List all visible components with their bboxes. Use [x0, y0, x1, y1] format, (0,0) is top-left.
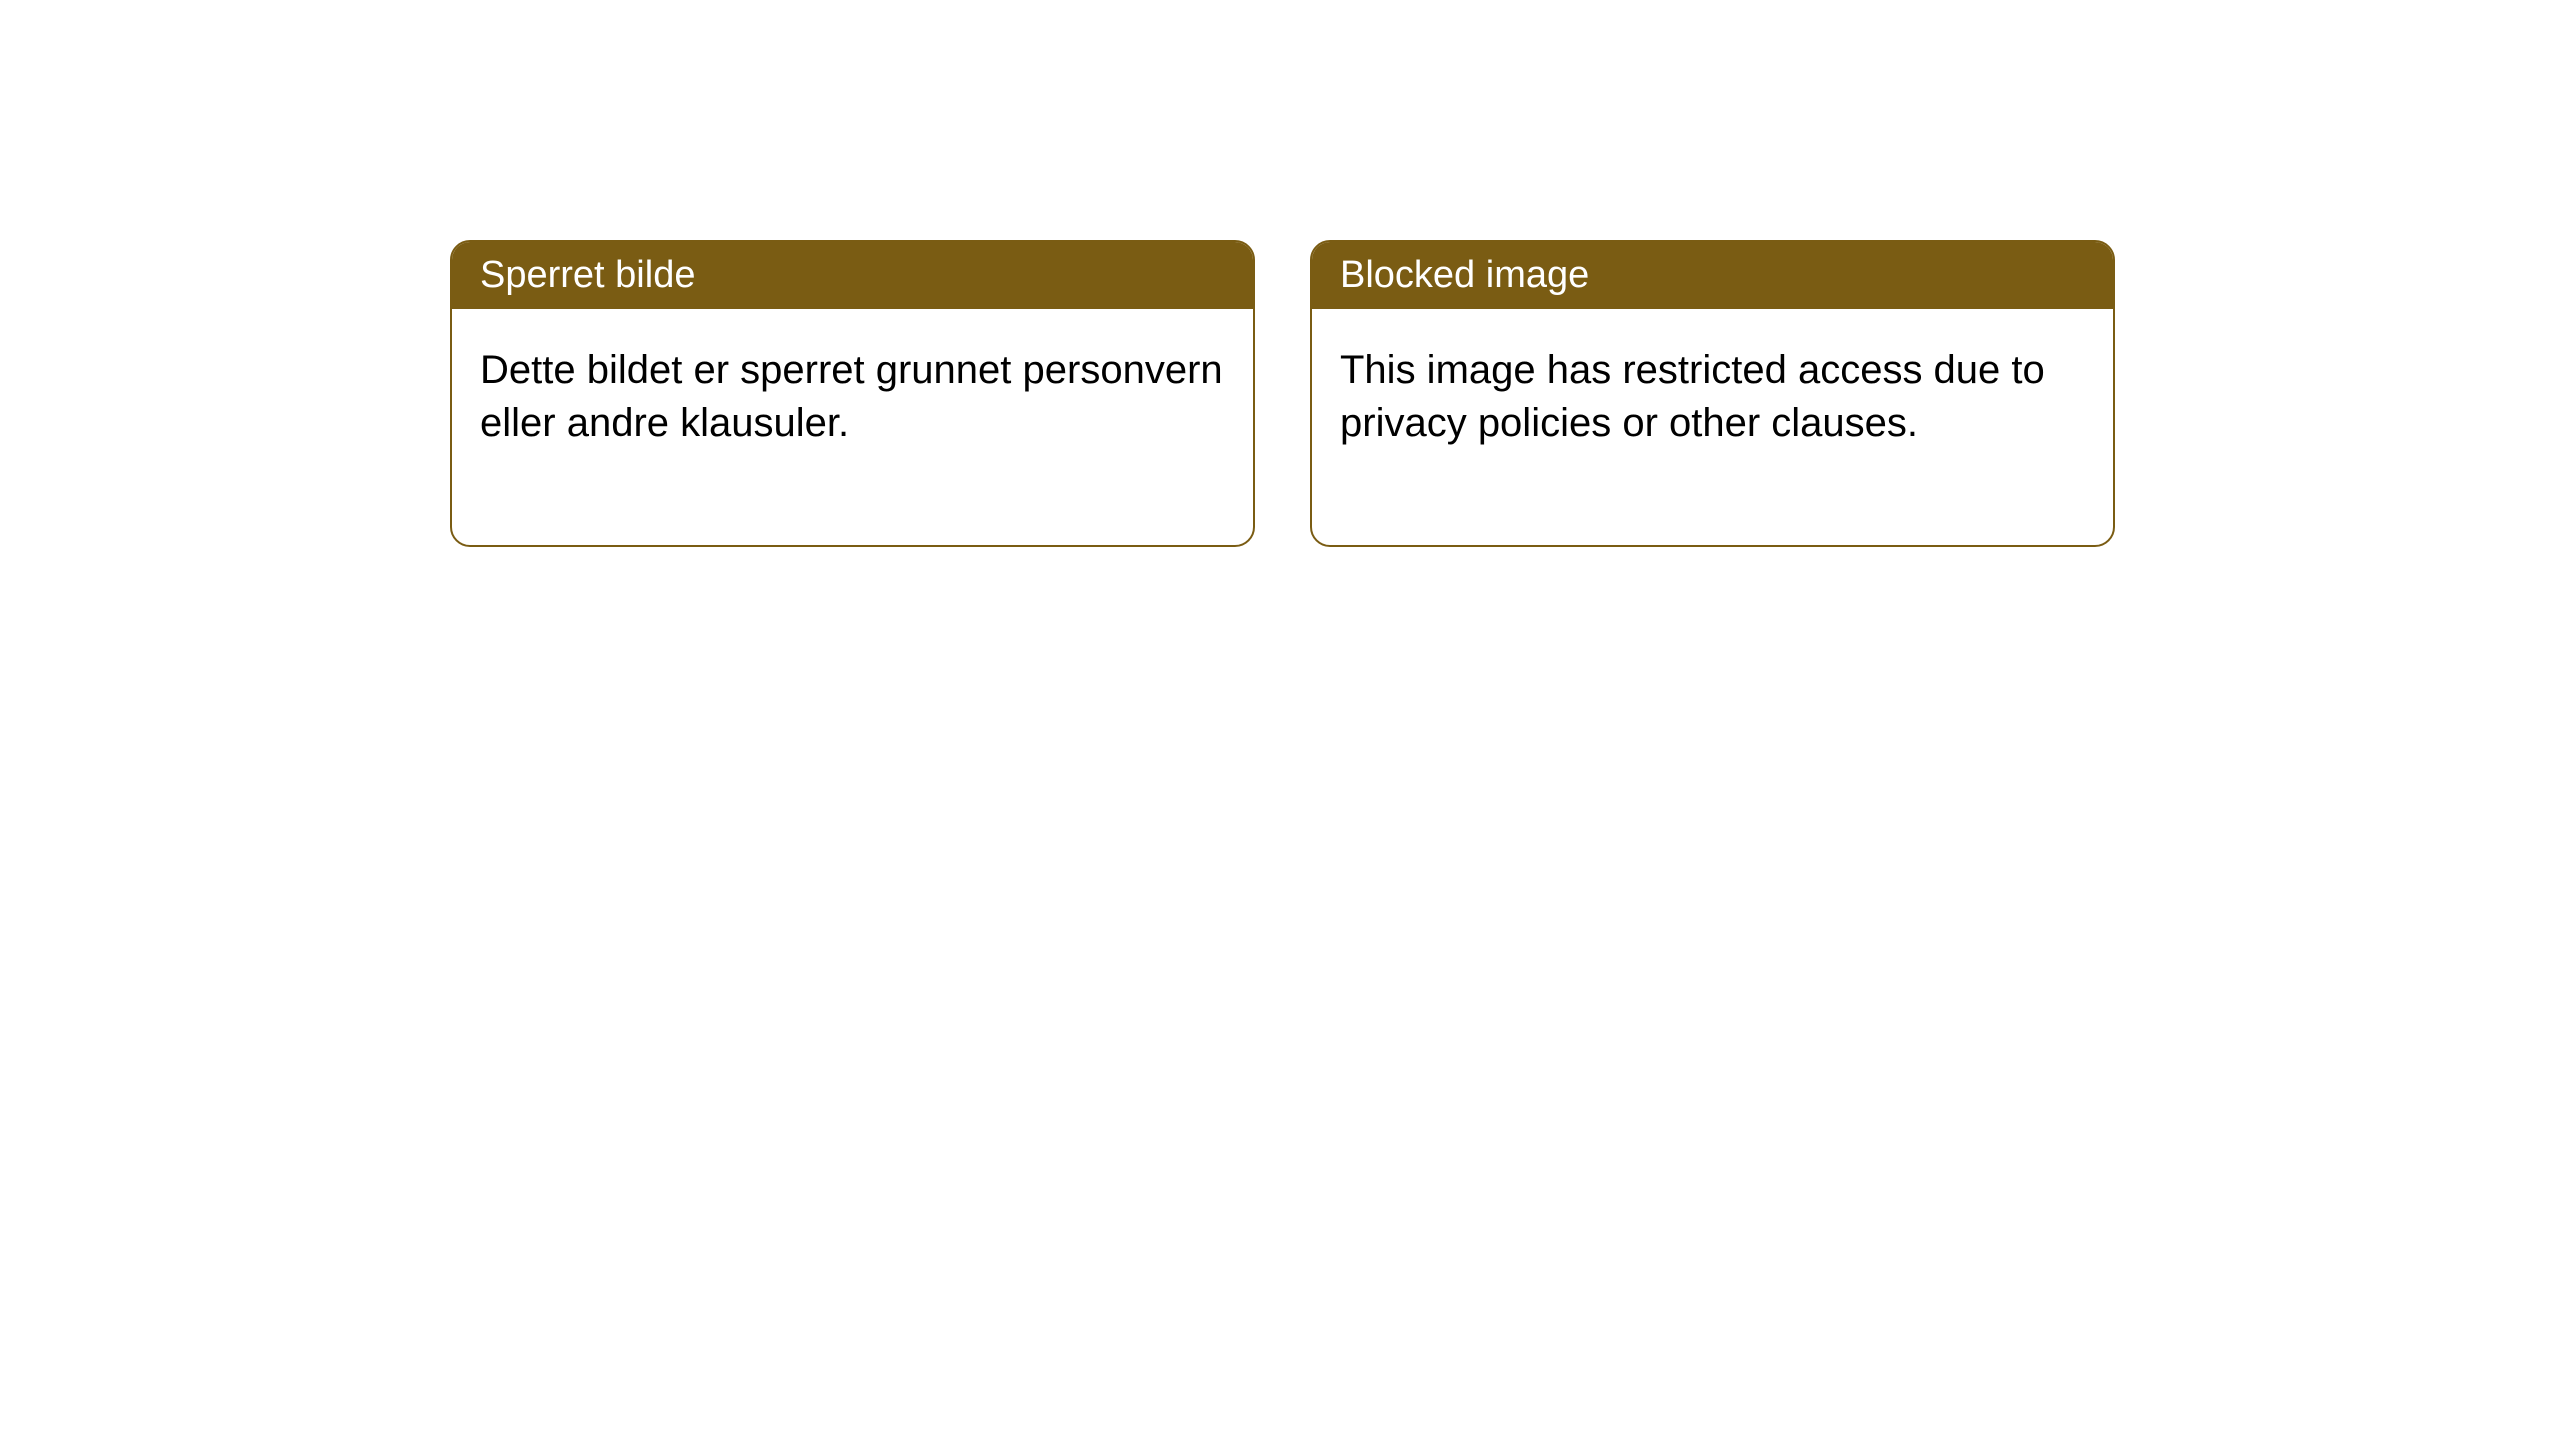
notice-body-text: Dette bildet er sperret grunnet personve…	[480, 348, 1223, 445]
notice-title: Blocked image	[1340, 254, 1589, 296]
notice-card-english: Blocked image This image has restricted …	[1310, 240, 2115, 547]
notice-header: Blocked image	[1312, 242, 2113, 309]
notice-title: Sperret bilde	[480, 254, 695, 296]
notice-body: This image has restricted access due to …	[1312, 309, 2113, 545]
notice-body-text: This image has restricted access due to …	[1340, 348, 2045, 445]
notice-card-norwegian: Sperret bilde Dette bildet er sperret gr…	[450, 240, 1255, 547]
notice-header: Sperret bilde	[452, 242, 1253, 309]
notice-body: Dette bildet er sperret grunnet personve…	[452, 309, 1253, 545]
notice-container: Sperret bilde Dette bildet er sperret gr…	[450, 240, 2115, 547]
